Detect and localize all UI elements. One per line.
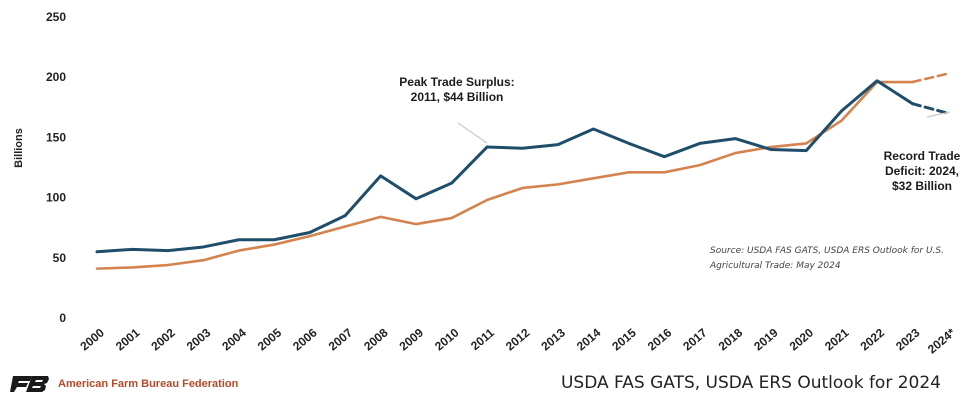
x-tick-label: 2020 bbox=[787, 325, 817, 353]
x-tick-label: 2011 bbox=[468, 325, 497, 353]
footer-source: USDA FAS GATS, USDA ERS Outlook for 2024 bbox=[560, 373, 941, 393]
source-note-line1: Source: USDA FAS GATS, USDA ERS Outlook … bbox=[710, 246, 944, 256]
footer: American Farm Bureau Federation USDA FAS… bbox=[0, 368, 971, 397]
annotation-peak-line2: 2011, $44 Billion bbox=[411, 90, 504, 104]
x-tick-label: 2022 bbox=[858, 325, 888, 353]
annotation-peak-line1: Peak Trade Surplus: bbox=[399, 75, 514, 89]
x-tick-label: 2018 bbox=[716, 325, 746, 353]
y-tick-label: 200 bbox=[46, 70, 66, 84]
y-tick-label: 250 bbox=[46, 10, 66, 24]
x-tick-label: 2003 bbox=[184, 325, 214, 353]
x-tick-label: 2014 bbox=[574, 325, 604, 353]
x-tick-label: 2016 bbox=[645, 325, 675, 353]
x-tick-label: 2008 bbox=[361, 325, 391, 353]
x-tick-label: 2001 bbox=[113, 325, 143, 353]
x-tick-label: 2019 bbox=[751, 325, 781, 353]
x-tick-label: 2015 bbox=[609, 325, 639, 353]
trade-line-chart: 0 50 100 150 200 250 2000 2001 2002 2003 2004 2005… bbox=[13, 10, 961, 356]
series-line-orange-projected bbox=[911, 72, 950, 84]
x-tick-label: 2017 bbox=[680, 325, 710, 353]
x-tick-label: 2023 bbox=[893, 325, 923, 353]
annotation-peak-surplus: Peak Trade Surplus: 2011, $44 Billion bbox=[399, 75, 515, 144]
x-tick-label: 2007 bbox=[326, 325, 356, 353]
series-line-orange bbox=[95, 80, 914, 270]
x-tick-label: 2021 bbox=[822, 325, 852, 353]
farm-bureau-logo-icon bbox=[10, 376, 49, 392]
series-line-blue-projected bbox=[911, 102, 950, 115]
x-tick-label: 2012 bbox=[503, 325, 533, 353]
y-tick-label: 50 bbox=[53, 251, 67, 265]
x-tick-label: 2013 bbox=[538, 325, 568, 353]
x-tick-label: 2009 bbox=[397, 325, 427, 353]
annotation-deficit-line3: $32 Billion bbox=[892, 179, 952, 193]
organization-name: American Farm Bureau Federation bbox=[58, 378, 239, 390]
x-tick-label: 2010 bbox=[432, 325, 462, 353]
x-tick-label: 2006 bbox=[290, 325, 320, 353]
x-axis: 2000 2001 2002 2003 2004 2005 2006 2007 2008 2009… bbox=[77, 325, 958, 356]
y-tick-label: 150 bbox=[46, 130, 66, 144]
annotation-deficit-pointer bbox=[926, 111, 951, 118]
y-tick-label: 0 bbox=[59, 311, 66, 325]
y-axis-label: Billions bbox=[13, 128, 25, 168]
series-line-blue bbox=[95, 79, 915, 254]
series-lines bbox=[95, 72, 950, 270]
annotation-deficit-line1: Record Trade bbox=[884, 149, 961, 163]
source-note-line2: Agricultural Trade: May 2024 bbox=[709, 261, 841, 271]
x-tick-label: 2002 bbox=[148, 325, 178, 353]
x-tick-label: 2004 bbox=[219, 325, 249, 353]
annotation-peak-pointer bbox=[457, 122, 488, 144]
annotation-record-deficit: Record Trade Deficit: 2024, $32 Billion bbox=[884, 111, 961, 193]
source-note: Source: USDA FAS GATS, USDA ERS Outlook … bbox=[709, 246, 944, 271]
y-tick-label: 100 bbox=[46, 191, 66, 205]
x-tick-label: 2000 bbox=[77, 325, 107, 353]
annotation-deficit-line2: Deficit: 2024, bbox=[885, 164, 959, 178]
x-tick-label: 2005 bbox=[255, 325, 285, 353]
x-tick-label: 2024* bbox=[925, 325, 958, 356]
y-axis: 0 50 100 150 200 250 bbox=[46, 10, 66, 325]
